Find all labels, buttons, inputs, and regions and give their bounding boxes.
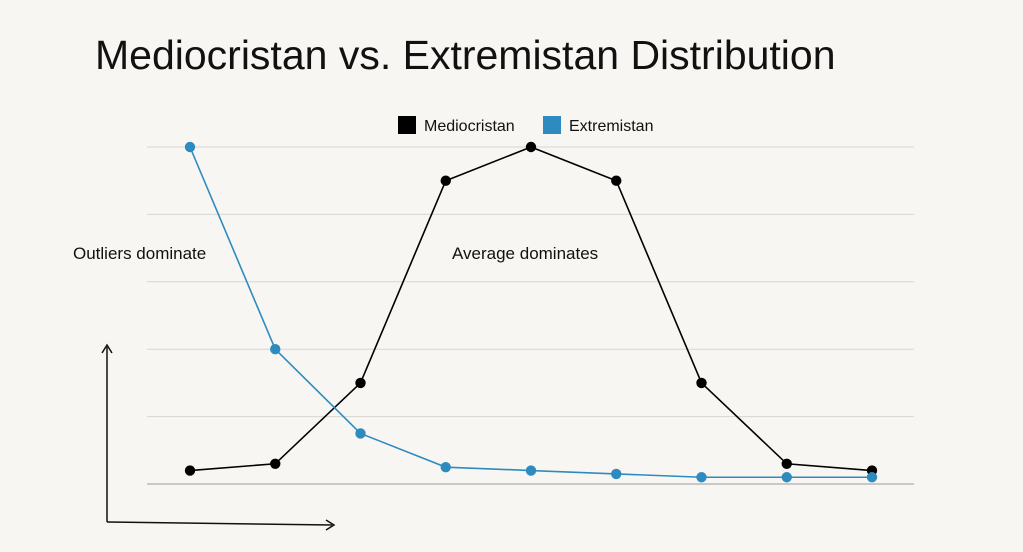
line-chart: Mediocristan Extremistan Outliers domina…: [0, 0, 1023, 552]
series-line-mediocristan: [190, 147, 872, 471]
data-point-extremistan: [270, 344, 280, 354]
data-point-extremistan: [185, 142, 195, 152]
data-point-mediocristan: [185, 465, 195, 475]
series-line-extremistan: [190, 147, 872, 477]
x-axis-arrow: [107, 522, 332, 525]
data-point-extremistan: [355, 428, 365, 438]
annotation-outliers: Outliers dominate: [73, 244, 206, 263]
data-point-mediocristan: [355, 378, 365, 388]
legend-swatch-extremistan: [543, 116, 561, 134]
data-point-extremistan: [526, 465, 536, 475]
data-point-mediocristan: [270, 459, 280, 469]
data-point-mediocristan: [696, 378, 706, 388]
gridlines: [147, 147, 914, 484]
legend-swatch-mediocristan: [398, 116, 416, 134]
series-group: [185, 142, 877, 483]
data-point-extremistan: [782, 472, 792, 482]
data-point-extremistan: [696, 472, 706, 482]
data-point-extremistan: [611, 469, 621, 479]
data-point-extremistan: [441, 462, 451, 472]
annotation-average: Average dominates: [452, 244, 598, 263]
data-point-mediocristan: [782, 459, 792, 469]
data-point-mediocristan: [441, 176, 451, 186]
data-point-mediocristan: [611, 176, 621, 186]
legend: Mediocristan Extremistan: [398, 116, 653, 135]
data-point-mediocristan: [526, 142, 536, 152]
data-point-extremistan: [867, 472, 877, 482]
legend-label-mediocristan: Mediocristan: [424, 118, 515, 135]
legend-label-extremistan: Extremistan: [569, 118, 653, 135]
